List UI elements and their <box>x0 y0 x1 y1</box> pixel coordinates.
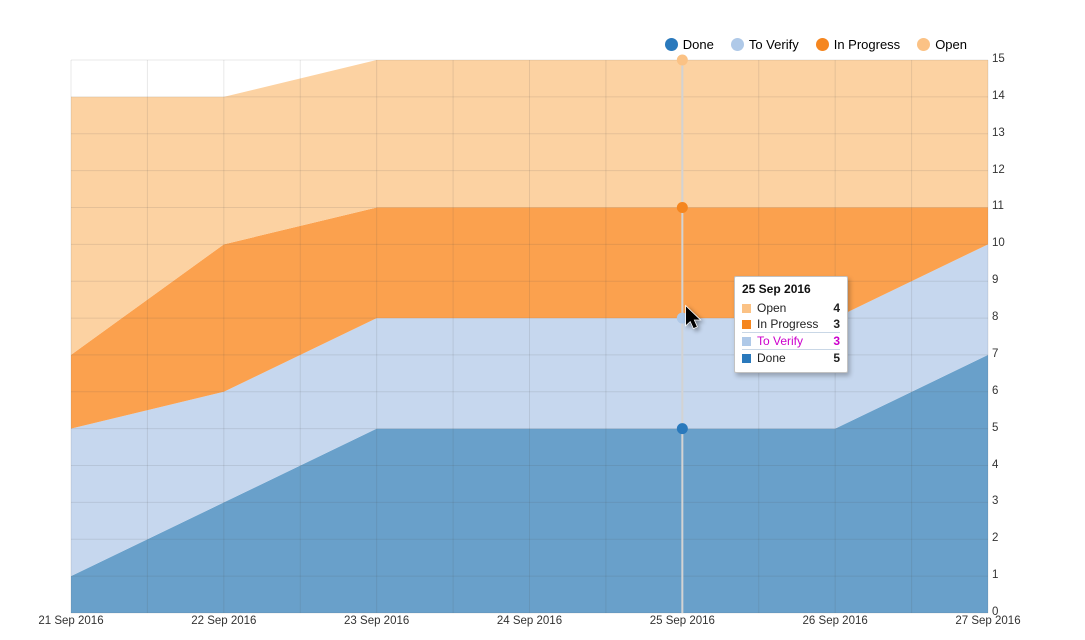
y-tick-label: 1 <box>992 569 999 582</box>
tooltip-date-title: 25 Sep 2016 <box>742 282 811 296</box>
legend-label: In Progress <box>833 37 901 52</box>
x-tick-label: 24 Sep 2016 <box>496 615 563 627</box>
tooltip-row-in-progress: In Progress 3 <box>742 316 840 332</box>
y-tick-label: 15 <box>992 53 1005 65</box>
tooltip-row-open: Open 4 <box>742 300 840 316</box>
tooltip-row-label: Open <box>757 301 787 315</box>
legend-item-to-verify[interactable]: To Verify <box>730 37 799 52</box>
x-tick-label: 22 Sep 2016 <box>191 615 257 627</box>
tooltip-row-label: Done <box>757 351 786 365</box>
tooltip-row-value: 3 <box>833 334 840 348</box>
hover-dot-open <box>676 54 688 66</box>
y-tick-label: 0 <box>992 606 999 618</box>
tooltip-swatch-done <box>742 353 751 363</box>
legend-item-open[interactable]: Open <box>917 37 967 52</box>
legend-dot-in-progress <box>815 38 829 51</box>
x-tick-label: 23 Sep 2016 <box>344 615 410 627</box>
hover-dot-done <box>676 423 688 435</box>
tooltip-row-value: 3 <box>833 317 840 331</box>
y-tick-label: 10 <box>992 237 1005 250</box>
legend-item-in-progress[interactable]: In Progress <box>815 37 901 52</box>
area-open <box>71 60 988 355</box>
tooltip-swatch-in-progress <box>742 319 751 329</box>
tooltip-row-to-verify: To Verify 3 <box>742 332 840 350</box>
legend-label: To Verify <box>748 37 799 52</box>
area-done <box>71 354 988 613</box>
y-tick-label: 12 <box>992 163 1005 176</box>
y-tick-label: 9 <box>992 274 999 287</box>
tooltip-row-done: Done 5 <box>742 350 840 366</box>
x-tick-label: 25 Sep 2016 <box>649 615 715 627</box>
legend-dot-to-verify <box>730 38 744 51</box>
x-tick-label: 21 Sep 2016 <box>38 615 104 627</box>
y-tick-label: 11 <box>992 200 1004 213</box>
y-tick-label: 14 <box>992 89 1005 102</box>
y-tick-label: 4 <box>992 458 999 471</box>
tooltip-row-label: In Progress <box>757 317 819 331</box>
tooltip-swatch-open <box>742 303 751 313</box>
chart-legend: Done To Verify In Progress Open <box>664 37 967 52</box>
legend-dot-open <box>917 38 931 51</box>
hover-tooltip: 25 Sep 2016 Open 4 In Progress 3 To Verify 3 D… <box>734 276 848 373</box>
hover-dot-to-verify <box>676 312 688 324</box>
y-tick-label: 13 <box>992 126 1005 139</box>
x-tick-label: 27 Sep 2016 <box>955 615 1021 627</box>
mouse-cursor <box>685 304 702 330</box>
y-tick-label: 7 <box>992 347 999 360</box>
hover-dot-in-progress <box>676 201 688 213</box>
tooltip-row-value: 5 <box>833 351 840 365</box>
legend-dot-done <box>664 38 678 51</box>
y-tick-label: 5 <box>992 421 999 434</box>
tooltip-row-value: 4 <box>833 301 840 315</box>
y-tick-label: 2 <box>992 532 999 545</box>
y-tick-label: 3 <box>992 495 999 508</box>
y-tick-label: 8 <box>992 311 999 324</box>
tooltip-row-label: To Verify <box>757 334 804 348</box>
tooltip-rows: Open 4 In Progress 3 To Verify 3 Done 5 <box>742 300 840 366</box>
tooltip-swatch-to-verify <box>742 336 751 346</box>
y-tick-label: 6 <box>992 384 999 397</box>
legend-label: Done <box>682 37 714 52</box>
x-tick-label: 26 Sep 2016 <box>802 615 868 627</box>
legend-item-done[interactable]: Done <box>664 37 714 52</box>
area-in-progress <box>71 207 988 429</box>
legend-label: Open <box>935 37 967 52</box>
